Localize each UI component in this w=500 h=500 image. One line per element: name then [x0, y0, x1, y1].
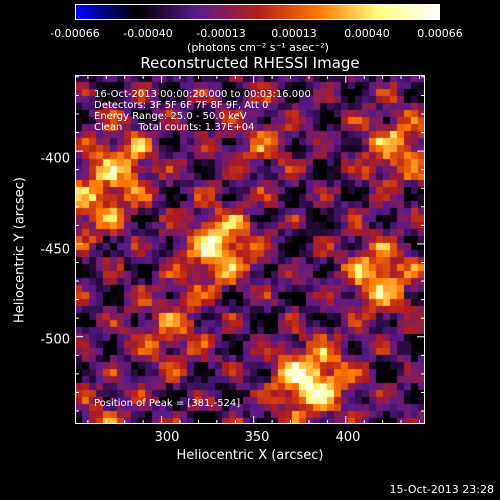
y-axis-label: Heliocentric Y (arcsec): [12, 177, 28, 323]
colorbar-tick: -0.00066: [50, 27, 100, 40]
colorbar-tick: -0.00013: [196, 27, 246, 40]
colorbar-tick: 0.00040: [344, 27, 390, 40]
plot-area: [75, 75, 425, 424]
x-axis-label: Heliocentric X (arcsec): [176, 448, 324, 463]
x-tick-label: 350: [244, 430, 270, 445]
detectors-label: Detectors: 3F 5F 6F 7F 8F 9F, Att 0: [94, 100, 269, 111]
peak-position-label: Position of Peak = [381,-524]: [94, 398, 241, 409]
colorbar-unit: (photons cm⁻² s⁻¹ asec⁻²): [187, 41, 329, 54]
colorbar-tick: 0.00066: [417, 27, 463, 40]
y-tick-label: -500: [40, 332, 70, 348]
y-tick-label: -400: [40, 151, 70, 167]
chart-title: Reconstructed RHESSI Image: [140, 54, 360, 72]
time-range-label: 16-Oct-2013 00:00:20.000 to 00:03:16.000: [94, 89, 311, 100]
x-tick-label: 400: [335, 430, 361, 445]
energy-range-label: Energy Range: 25.0 - 50.0 keV: [94, 111, 247, 122]
colorbar: [75, 4, 440, 20]
timestamp: 15-Oct-2013 23:28: [389, 483, 494, 496]
heatmap-image: [75, 75, 425, 424]
colorbar-tick: 0.00013: [271, 27, 317, 40]
clean-counts-label: Clean Total counts: 1.37E+04: [94, 122, 255, 133]
x-tick-label: 300: [154, 430, 180, 445]
colorbar-tick: -0.00040: [123, 27, 173, 40]
y-tick-label: -450: [40, 242, 70, 258]
